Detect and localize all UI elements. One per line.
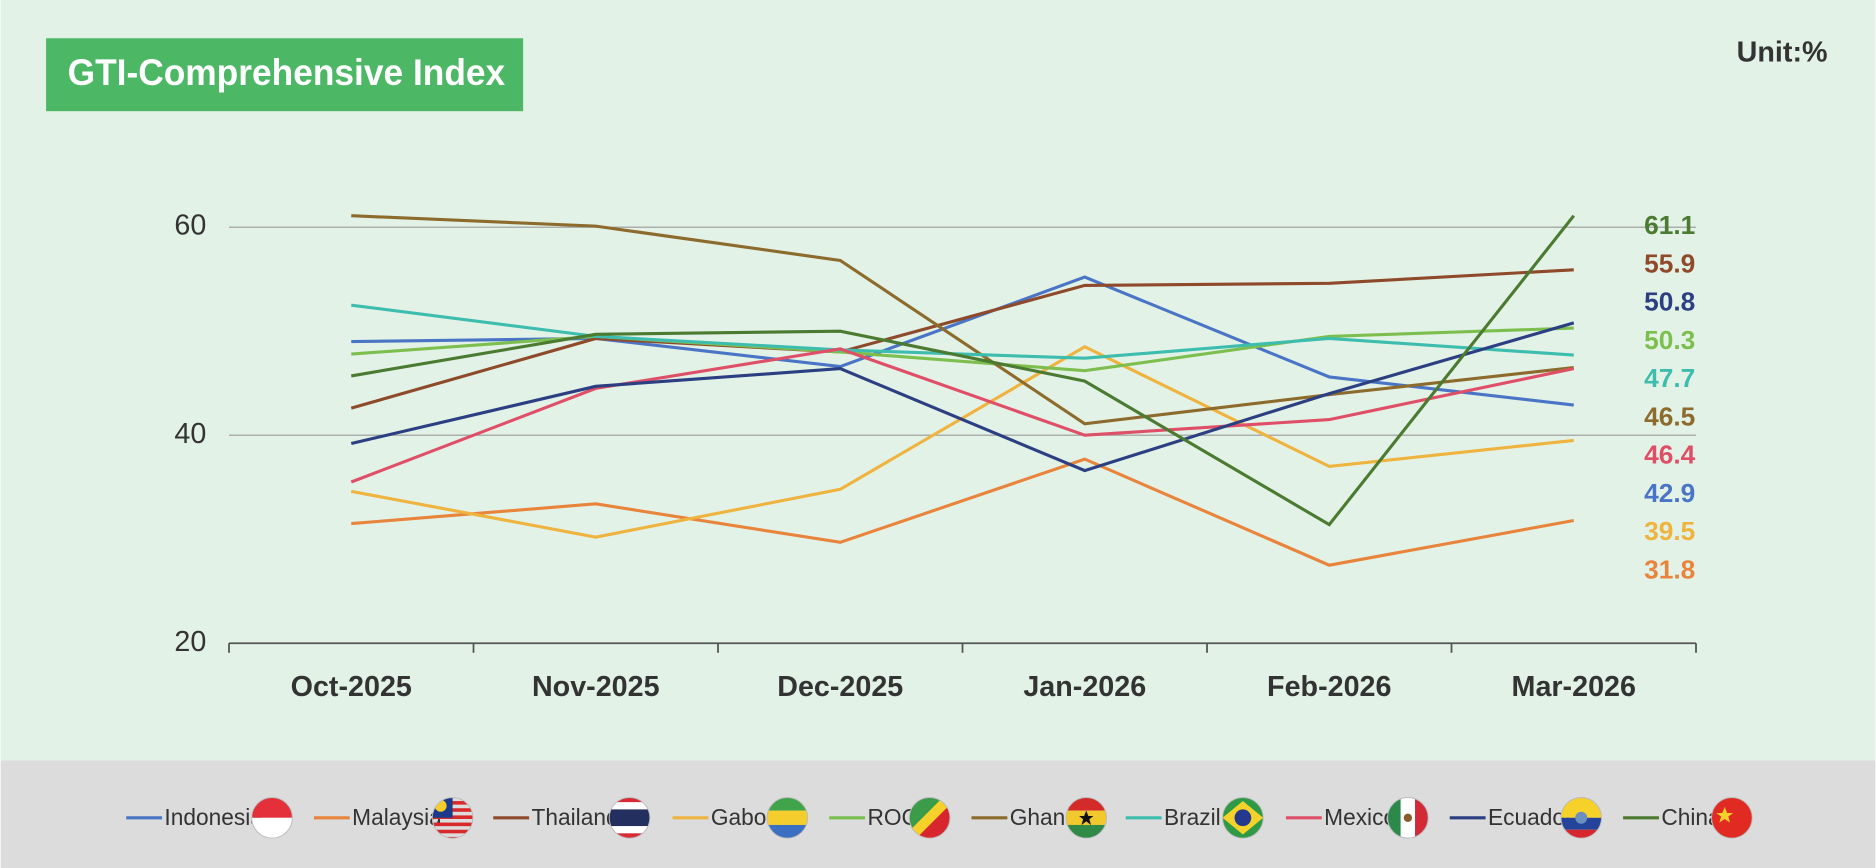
value-label: 47.7 [1644,363,1695,393]
title-box [46,38,524,112]
flag-part [432,822,473,827]
chart-title: GTI-Comprehensive Index [68,51,506,93]
flag-border [1222,796,1264,839]
flag-part [1079,810,1094,825]
flag-part [767,797,808,811]
legend-label: Ecuador [1488,804,1573,830]
x-tick-label: Feb-2026 [1267,671,1391,703]
series-line [351,214,1574,426]
series-line [350,268,1574,410]
series-line [351,326,1574,373]
flag-part [1234,809,1252,827]
series-line [350,347,1575,484]
flag-part [1387,797,1401,839]
x-tick-label: Dec-2025 [777,671,903,703]
flag-part [1065,797,1107,811]
flag-icon [1560,797,1602,839]
y-tick-label: 40 [174,418,206,450]
flag-part [609,826,650,834]
flag-part [432,836,473,839]
flag-part [1560,829,1602,839]
x-tick-label: Mar-2026 [1512,671,1636,703]
value-label: 50.3 [1644,325,1695,355]
series-line [351,303,1574,360]
y-tick-label: 60 [174,210,206,242]
flag-part [1716,807,1734,823]
flag-part [1711,797,1753,839]
flag-border [1560,796,1603,839]
flag-part [1415,797,1429,839]
flag-icon [1711,797,1753,839]
flag-border [431,796,474,839]
flag-part [1065,824,1107,839]
legend-label: Mexico [1324,804,1396,830]
flag-part [1560,797,1602,818]
legend-label: Malaysia [352,804,442,830]
flag-part [767,824,808,839]
flag-icon [909,797,950,839]
flag-part [912,801,950,839]
value-label: 61.1 [1644,210,1695,240]
legend-label: Thailand [531,804,618,830]
flag-part [251,817,293,839]
flag-part [909,797,947,835]
series-line [351,457,1575,567]
value-label: 46.4 [1644,440,1696,470]
flag-part [609,809,650,827]
flag-border [908,796,951,839]
series-line [351,214,1575,527]
flag-part [767,810,808,825]
x-tick-label: Oct-2025 [291,671,412,703]
plot-background [0,0,1876,761]
flag-icon [1387,797,1429,839]
flag-part [609,833,650,839]
flag-border [251,796,293,839]
x-tick-label: Nov-2025 [532,671,660,703]
flag-part [609,802,650,810]
flag-border [608,796,651,839]
flag-part [609,797,650,803]
flag-icon [1065,797,1107,839]
unit-note: Unit:% [1737,36,1828,68]
flag-icon [1222,797,1264,839]
value-label: 55.9 [1644,248,1695,278]
flag-border [766,796,809,839]
value-label: 31.8 [1644,554,1695,584]
flag-icon [251,797,293,839]
legend-label: Brazil [1164,804,1221,830]
flag-border [1387,796,1429,839]
flag-border [1711,796,1753,839]
flag-part [432,829,473,834]
y-tick-label: 20 [174,626,206,658]
flag-part [251,797,293,818]
flag-part [1403,813,1413,822]
legend-label: Indonesia [164,804,263,830]
value-label: 39.5 [1644,516,1695,546]
x-tick-label: Jan-2026 [1023,671,1146,703]
flag-border [1065,796,1108,839]
value-label: 50.8 [1644,287,1695,317]
value-label: 46.5 [1644,401,1695,431]
flag-part [1575,811,1588,824]
value-label: 42.9 [1644,478,1695,508]
flag-icon [767,797,808,839]
legend-label: China [1661,804,1721,830]
flag-icon [609,797,650,839]
series-line [350,321,1575,473]
